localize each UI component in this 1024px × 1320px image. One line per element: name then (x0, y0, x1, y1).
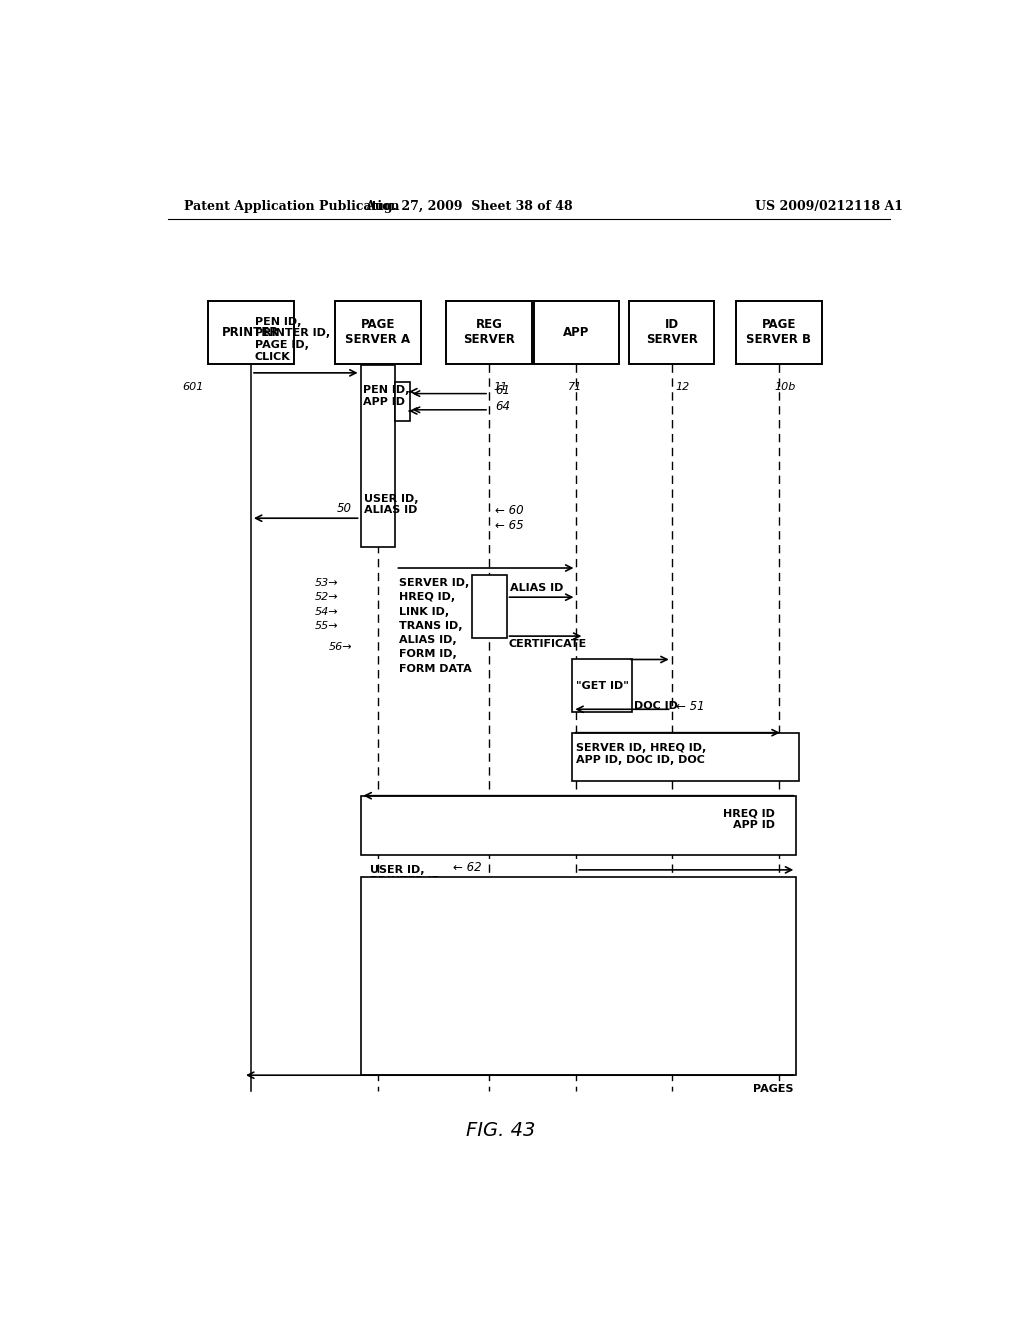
Bar (360, 364, 395, 546)
Bar (360, 796, 797, 854)
Bar (472, 576, 507, 638)
Text: DOC ID: DOC ID (634, 701, 678, 711)
Text: ← 51: ← 51 (676, 700, 705, 713)
Text: CERTIFICATE: CERTIFICATE (509, 639, 587, 649)
Text: ← 62: ← 62 (454, 862, 482, 874)
Text: Aug. 27, 2009  Sheet 38 of 48: Aug. 27, 2009 Sheet 38 of 48 (366, 199, 573, 213)
Text: REG
SERVER: REG SERVER (463, 318, 515, 346)
Bar (446, 301, 531, 364)
Text: ← 60: ← 60 (496, 503, 524, 516)
Text: US 2009/0212118 A1: US 2009/0212118 A1 (755, 199, 903, 213)
Text: 50: 50 (337, 502, 351, 515)
Text: PRINTER: PRINTER (222, 326, 280, 339)
Text: FORM ID,: FORM ID, (398, 649, 457, 660)
Text: ID
SERVER: ID SERVER (646, 318, 697, 346)
Bar (572, 733, 799, 781)
Text: 61: 61 (496, 384, 510, 397)
Text: 54→: 54→ (314, 607, 338, 616)
Bar (534, 301, 620, 364)
Text: 50→: 50→ (657, 883, 682, 896)
Text: ALIAS ID,: ALIAS ID, (398, 635, 457, 645)
Text: PAGES: PAGES (754, 1085, 794, 1094)
Text: TRANS ID,: TRANS ID, (398, 620, 462, 631)
Text: 71: 71 (568, 381, 583, 392)
Bar (395, 381, 410, 421)
Text: PEN ID,
PRINTER ID,
PAGE ID,
CLICK: PEN ID, PRINTER ID, PAGE ID, CLICK (255, 317, 330, 362)
Text: 601: 601 (182, 381, 204, 392)
Text: 64: 64 (496, 400, 510, 413)
Text: 12: 12 (676, 381, 690, 392)
Text: 10b: 10b (775, 381, 796, 392)
Text: FIG. 43: FIG. 43 (466, 1121, 536, 1139)
Text: LINK ID,: LINK ID, (398, 607, 449, 616)
Text: USER ID,
ALIAS ID: USER ID, ALIAS ID (365, 494, 419, 515)
Text: Patent Application Publication: Patent Application Publication (183, 199, 399, 213)
Text: HREQ ID,: HREQ ID, (398, 593, 455, 602)
Text: SERVER ID, HREQ ID,
APP ID, DOC ID, DOC: SERVER ID, HREQ ID, APP ID, DOC ID, DOC (577, 743, 707, 764)
Bar (736, 301, 821, 364)
Text: PAGE IDS: PAGE IDS (676, 886, 733, 895)
Text: HREQ ID
APP ID: HREQ ID APP ID (723, 808, 775, 830)
Text: SERVER ID,: SERVER ID, (398, 578, 469, 589)
Text: PAGE
SERVER B: PAGE SERVER B (746, 318, 811, 346)
Text: 55→: 55→ (314, 620, 338, 631)
Text: PAGE
SERVER A: PAGE SERVER A (345, 318, 411, 346)
Text: APP: APP (563, 326, 590, 339)
Text: PEN ID,
APP ID: PEN ID, APP ID (362, 385, 410, 407)
Bar (629, 301, 715, 364)
Bar (572, 660, 632, 713)
Text: 52→: 52→ (314, 593, 338, 602)
Text: 11: 11 (494, 381, 507, 392)
Bar (360, 876, 797, 1076)
Text: 53→: 53→ (314, 578, 338, 589)
Text: 10a: 10a (386, 381, 408, 392)
Text: 56→: 56→ (329, 643, 352, 652)
Text: FORM DATA: FORM DATA (398, 664, 471, 673)
Text: "GET ID": "GET ID" (575, 681, 629, 690)
Text: ← 65: ← 65 (496, 519, 524, 532)
Text: USER ID,
PRINTER ID: USER ID, PRINTER ID (370, 865, 441, 887)
Bar (208, 301, 294, 364)
Text: ALIAS ID: ALIAS ID (510, 583, 563, 593)
Bar (335, 301, 421, 364)
